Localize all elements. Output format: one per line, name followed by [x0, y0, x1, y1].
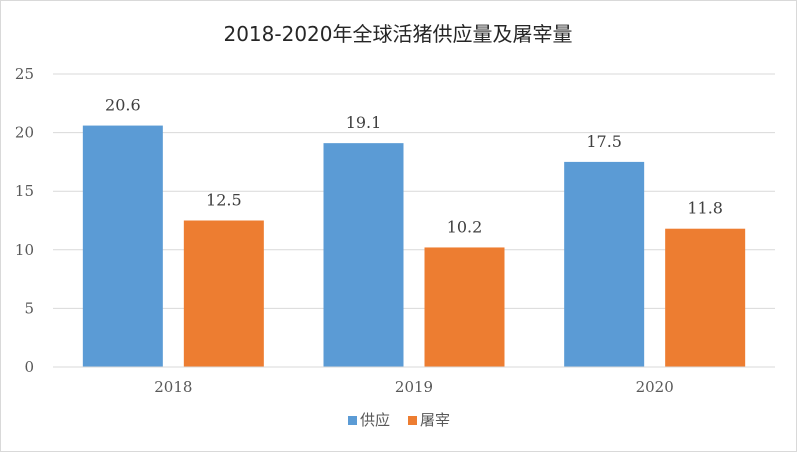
data-label: 17.5	[586, 132, 622, 151]
y-tick-label: 10	[15, 241, 34, 259]
bar-屠宰-2019	[424, 247, 505, 367]
legend-swatch	[408, 416, 417, 425]
y-tick-label: 5	[24, 299, 34, 317]
bar-供应-2020	[564, 161, 645, 367]
y-tick-label: 25	[15, 65, 34, 83]
legend-swatch	[348, 416, 357, 425]
x-tick-label: 2018	[154, 378, 192, 396]
y-tick-label: 0	[24, 358, 34, 376]
data-label: 10.2	[447, 217, 483, 236]
x-axis-ticks: 2018 2019 2020	[154, 378, 674, 396]
y-axis-ticks: 0 5 10 15 20 25	[15, 65, 34, 376]
data-label: 19.1	[346, 113, 382, 132]
legend: 供应 屠宰	[348, 411, 450, 429]
x-tick-label: 2020	[636, 378, 674, 396]
data-label: 12.5	[206, 191, 242, 210]
chart-title: 2018-2020年全球活猪供应量及屠宰量	[223, 22, 572, 46]
legend-label: 屠宰	[420, 411, 450, 429]
gridlines	[53, 73, 775, 309]
bar-供应-2018	[82, 125, 163, 368]
x-tick-label: 2019	[395, 378, 433, 396]
data-label: 20.6	[105, 96, 141, 115]
bars	[82, 125, 746, 368]
legend-label: 供应	[360, 411, 390, 429]
bar-屠宰-2018	[183, 220, 264, 367]
bar-屠宰-2020	[665, 228, 746, 367]
data-labels: 20.6 12.5 19.1 10.2 17.5 11.8	[105, 96, 723, 237]
y-tick-label: 15	[15, 182, 34, 200]
data-label: 11.8	[687, 199, 723, 218]
y-tick-label: 20	[15, 124, 34, 142]
bar-供应-2019	[323, 143, 404, 367]
